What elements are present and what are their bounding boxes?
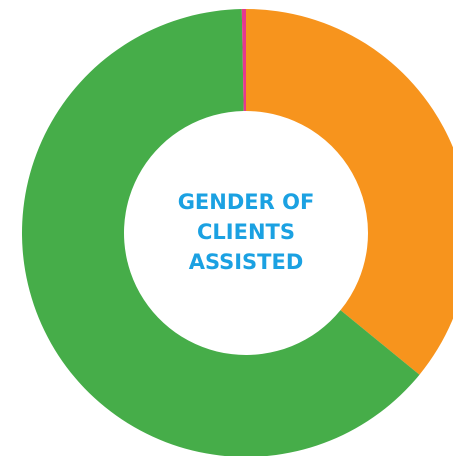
center-title: GENDER OF <box>178 190 315 214</box>
donut-slice <box>22 9 420 456</box>
donut-slice <box>246 9 453 375</box>
center-title: ASSISTED <box>189 250 304 274</box>
center-title: CLIENTS <box>197 220 295 244</box>
donut-slice <box>241 9 246 112</box>
